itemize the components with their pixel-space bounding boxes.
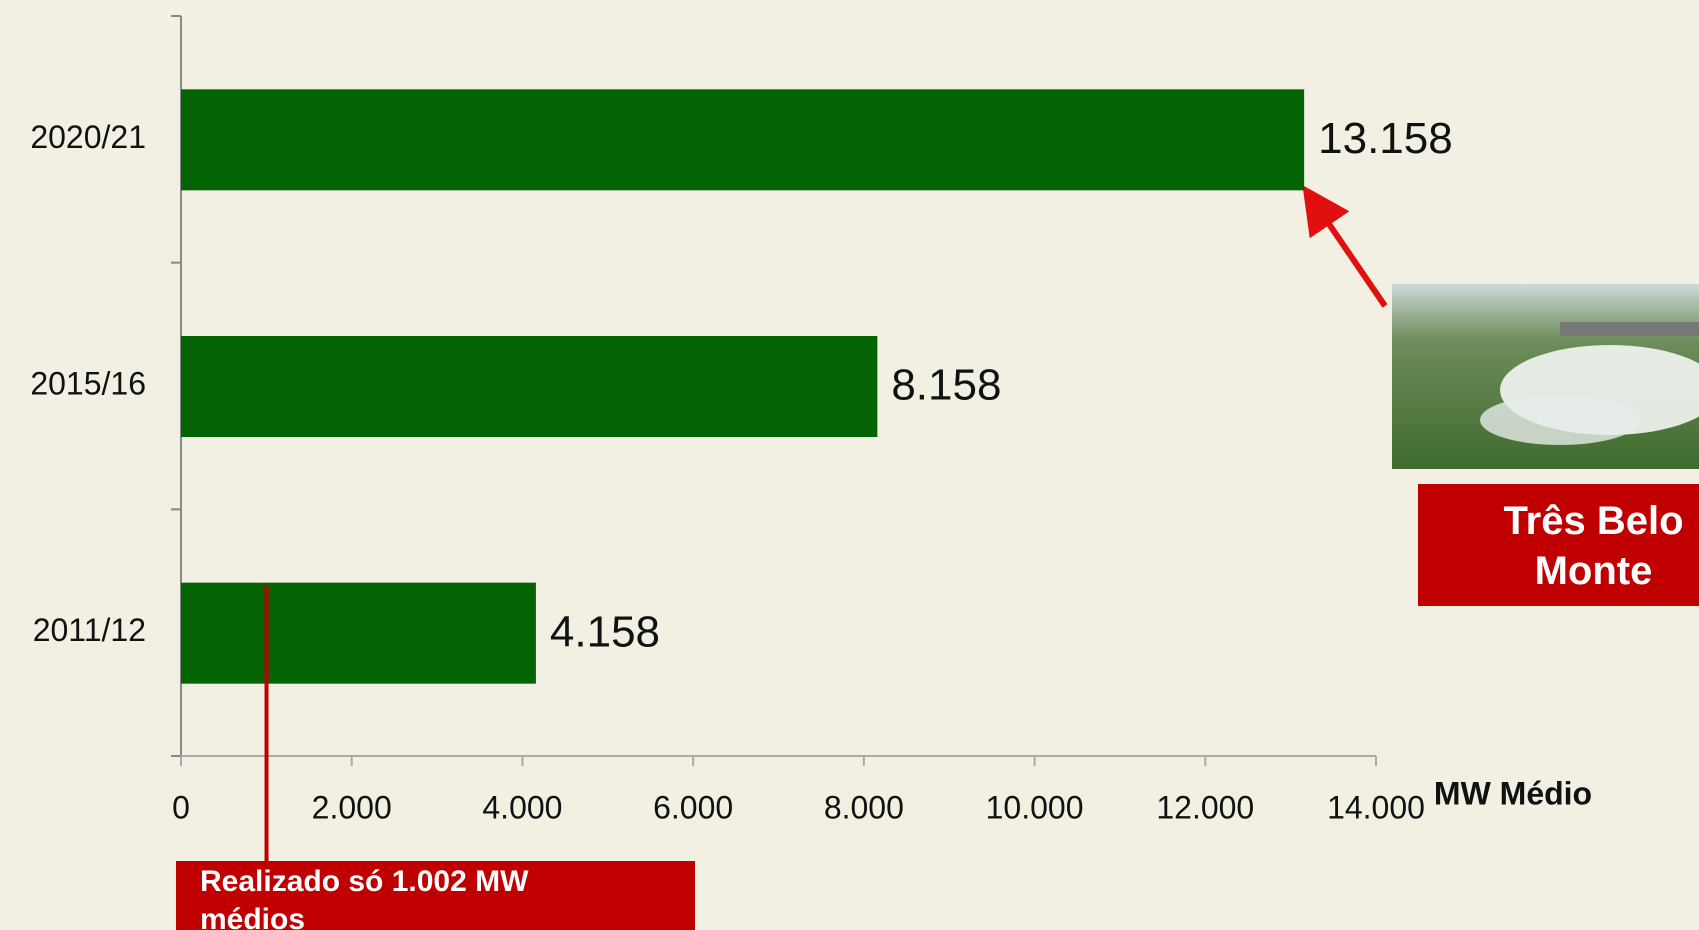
bar <box>181 89 1305 191</box>
x-tick-label: 10.000 <box>986 789 1084 825</box>
y-tick-label: 2015/16 <box>30 365 146 401</box>
x-tick-label: 4.000 <box>482 789 562 825</box>
value-label: 8.158 <box>891 361 1001 410</box>
bar <box>181 582 536 684</box>
callout: Três Belo Monte <box>1418 484 1699 606</box>
value-label: 13.158 <box>1318 114 1453 163</box>
x-axis-label: MW Médio <box>1434 775 1592 811</box>
marker-label: Realizado só 1.002 MW médios <box>176 861 695 930</box>
x-tick-label: 0 <box>172 789 190 825</box>
arrow <box>1302 185 1388 308</box>
x-tick-label: 14.000 <box>1327 789 1425 825</box>
y-tick-label: 2020/21 <box>30 119 146 155</box>
x-tick-label: 2.000 <box>312 789 392 825</box>
photo <box>1392 284 1699 469</box>
x-tick-label: 6.000 <box>653 789 733 825</box>
value-label: 4.158 <box>550 607 660 656</box>
bar <box>181 336 878 437</box>
y-tick-label: 2011/12 <box>33 612 146 648</box>
x-tick-label: 8.000 <box>824 789 904 825</box>
x-tick-label: 12.000 <box>1156 789 1254 825</box>
